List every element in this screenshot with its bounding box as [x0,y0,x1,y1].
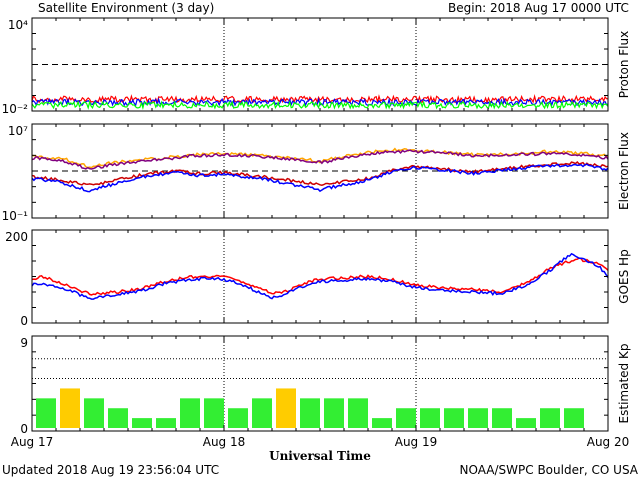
x-axis-label: Universal Time [269,449,371,463]
series-line-red [31,94,609,105]
series-line-red [31,257,609,296]
series-line-purple [31,149,609,170]
panel-3: 200 0 GOES Hp [5,229,631,328]
y-tick-label-top: 10⁴ [8,18,28,32]
kp-bar-11 [276,388,296,428]
y-axis-label: Estimated Kp [617,344,631,424]
kp-bar-14 [348,398,368,428]
x-tick-label-2: Aug 18 [203,435,246,449]
figure-title: Satellite Environment (3 day) [38,1,214,15]
source-label: NOAA/SWPC Boulder, CO USA [460,463,639,477]
x-tick-label-3: Aug 19 [395,435,438,449]
kp-bar-17 [420,408,440,428]
kp-bar-8 [204,398,224,428]
begin-label: Begin: 2018 Aug 17 0000 UTC [448,1,629,15]
kp-bar-16 [396,408,416,428]
y-tick-label-top: 10⁷ [8,124,28,138]
y-tick-label-top: 200 [5,230,28,244]
x-tick-label-1: Aug 17 [11,435,54,449]
series-line-darkred [31,160,609,186]
kp-bar-22 [540,408,560,428]
panel-frame [31,123,609,219]
panel-1: 10⁴ 10⁻² Proton Flux [2,17,631,116]
y-tick-label-bottom: 10⁻¹ [2,209,29,223]
y-tick-label-bottom: 0 [20,314,28,328]
panel-frame [31,229,609,324]
kp-bar-2 [60,388,80,428]
kp-bar-13 [324,398,344,428]
x-tick-label-4: Aug 20 [587,435,630,449]
kp-bar-5 [132,418,152,428]
y-axis-label: Proton Flux [617,31,631,98]
panel-2: 10⁷ 10⁻¹ Electron Flux [2,123,631,223]
kp-bar-10 [252,398,272,428]
y-tick-label-bottom: 10⁻² [2,102,29,116]
series-line-blue [31,252,609,300]
y-tick-label-top: 9 [20,336,28,350]
kp-bar-7 [180,398,200,428]
kp-bar-1 [36,398,56,428]
kp-bar-12 [300,398,320,428]
kp-bar-20 [492,408,512,428]
kp-bar-23 [564,408,584,428]
kp-bar-21 [516,418,536,428]
kp-bar-19 [468,408,488,428]
series-line-green [31,100,609,110]
kp-bar-18 [444,408,464,428]
y-axis-label: GOES Hp [617,249,631,303]
updated-label: Updated 2018 Aug 19 23:56:04 UTC [2,463,219,477]
panel-4: 9 0 Estimated Kp [20,335,631,436]
series-line-blue [31,163,609,193]
kp-bar-15 [372,418,392,428]
kp-bar-9 [228,408,248,428]
y-axis-label: Electron Flux [617,132,631,210]
y-tick-label-bottom: 0 [20,422,28,436]
kp-bar-4 [108,408,128,428]
kp-bar-3 [84,398,104,428]
kp-bar-6 [156,418,176,428]
